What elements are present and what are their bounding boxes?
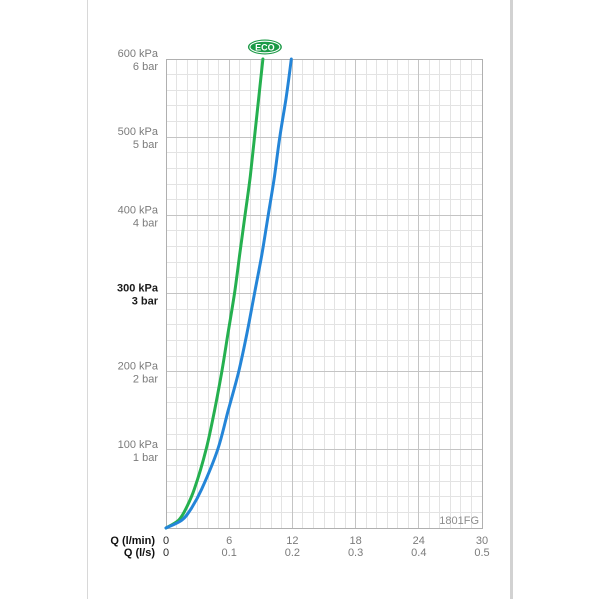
y-tick-label-kpa: 200 kPa bbox=[118, 361, 159, 373]
y-tick-label-bar: 2 bar bbox=[133, 374, 158, 386]
x-tick-label-l-min: 6 bbox=[226, 535, 232, 547]
y-tick-label-kpa: 500 kPa bbox=[118, 126, 159, 138]
x-tick-label-l-s: 0.5 bbox=[474, 547, 489, 559]
x-axis-title-l-s: Q (l/s) bbox=[124, 547, 156, 559]
page-edge-left bbox=[87, 0, 88, 599]
x-tick-label-l-s: 0.4 bbox=[411, 547, 426, 559]
x-tick-label-l-min: 0 bbox=[163, 535, 169, 547]
y-tick-label-kpa: 100 kPa bbox=[118, 439, 159, 451]
x-tick-label-l-min: 12 bbox=[286, 535, 298, 547]
model-code-label: 1801FG bbox=[439, 515, 479, 527]
x-tick-label-l-s: 0.1 bbox=[222, 547, 237, 559]
x-tick-label-l-min: 18 bbox=[349, 535, 361, 547]
x-axis-tick-labels: 00 60.1 120.2 180.3 240.4 300.5 bbox=[163, 535, 490, 559]
y-tick-label-kpa: 600 kPa bbox=[118, 48, 159, 60]
series-line-2 bbox=[164, 57, 293, 530]
series-line-eco bbox=[164, 57, 265, 530]
eco-badge-label: ECO bbox=[255, 42, 275, 52]
x-tick-label-l-s: 0 bbox=[163, 547, 169, 559]
y-tick-label-bar: 1 bar bbox=[133, 452, 158, 464]
y-tick-label-bar: 5 bar bbox=[133, 139, 158, 151]
x-tick-label-l-min: 24 bbox=[413, 535, 425, 547]
eco-badge: ECO bbox=[247, 39, 282, 55]
y-tick-label-kpa: 300 kPa bbox=[117, 283, 159, 295]
page-edge-right bbox=[510, 0, 513, 599]
x-tick-label-l-s: 0.2 bbox=[285, 547, 300, 559]
y-tick-label-bar: 3 bar bbox=[132, 296, 159, 308]
eco-badge-ring bbox=[249, 40, 281, 54]
y-tick-label-bar: 6 bar bbox=[133, 61, 158, 73]
y-tick-label-bar: 4 bar bbox=[133, 217, 158, 229]
series-lines bbox=[164, 57, 293, 530]
eco-badge-shape bbox=[247, 39, 282, 55]
x-tick-label-l-min: 30 bbox=[476, 535, 488, 547]
y-tick-label-kpa: 400 kPa bbox=[118, 204, 159, 216]
x-tick-label-l-s: 0.3 bbox=[348, 547, 363, 559]
plot-frame bbox=[166, 59, 483, 529]
x-axis-title-l-min: Q (l/min) bbox=[110, 535, 155, 547]
